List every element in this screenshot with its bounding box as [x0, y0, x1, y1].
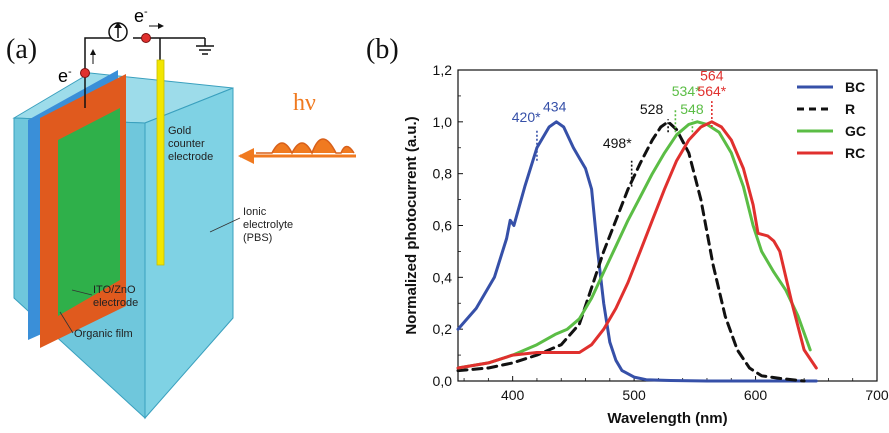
electron-dot-top — [141, 33, 151, 43]
legend-label-bc: BC — [845, 79, 865, 95]
electron-arrowhead-left — [90, 49, 96, 55]
svg-text:e-: e- — [134, 6, 148, 26]
peak-annotation: 420* — [512, 109, 541, 125]
y-tick-label: 0,2 — [433, 321, 453, 337]
peak-annotation: 564 — [700, 67, 724, 83]
peak-annotation: 564* — [697, 83, 726, 99]
y-tick-label: 1,2 — [433, 62, 453, 78]
photocurrent-chart: 400 500 600 700 0,0 0,2 0,4 0,6 0,8 1,0 1,2 Wavelen… — [403, 62, 889, 427]
y-tick-label: 0,6 — [433, 218, 453, 234]
y-tick-label: 0,0 — [433, 373, 453, 389]
electron-label-top: e — [134, 6, 144, 26]
ground-icon — [196, 38, 214, 55]
series-line-gc — [456, 120, 812, 370]
electrolyte-label-line1: Ionic — [243, 206, 267, 218]
left-wire — [84, 37, 120, 108]
x-axis-title: Wavelength (nm) — [607, 410, 727, 427]
series-line-r — [456, 120, 806, 383]
x-tick-label: 700 — [865, 387, 889, 403]
photon-wave-icon — [238, 138, 356, 164]
electron-label-top-sup: - — [144, 6, 148, 18]
peak-annotation: 548 — [680, 101, 704, 117]
film-pointer — [59, 311, 74, 334]
gold-label-line2: counter — [168, 138, 205, 150]
electrolyte-label-line3: (PBS) — [243, 232, 272, 244]
peak-annotation: 528 — [640, 101, 664, 117]
gold-label-line1: Gold — [168, 125, 191, 137]
legend-label-gc: GC — [845, 123, 866, 139]
legend-label-rc: RC — [845, 145, 865, 161]
light-label: hν — [293, 90, 316, 116]
electron-arrowhead-top — [158, 23, 164, 29]
gold-label-line3: electrode — [168, 151, 213, 163]
panel-b: (b) 400 500 600 700 0,0 0,2 0,4 0,6 0,8 1,0 1,2 Wav… — [366, 34, 889, 427]
series-line-rc — [456, 120, 818, 370]
peak-annotation: 434 — [543, 98, 567, 114]
electrolyte-pointer — [209, 217, 241, 233]
peak-annotation: 534* — [672, 83, 701, 99]
svg-text:Ionic electrolyte: Ionic electrolyte (PBS) — [243, 206, 296, 244]
x-tick-label: 600 — [744, 387, 768, 403]
electron-label-left: e — [58, 66, 68, 86]
ito-label-line2: electrode — [93, 297, 138, 309]
ito-pointer — [71, 289, 93, 296]
svg-text:ITO/ZnO electrode: ITO/ZnO electrode — [93, 284, 139, 309]
panel-a-label: (a) — [6, 34, 37, 65]
ito-label-line1: ITO/ZnO — [93, 284, 136, 296]
panel-a: (a) — [6, 6, 356, 420]
electrolyte-label-line2: electrolyte — [243, 219, 293, 231]
svg-text:e-: e- — [58, 66, 72, 86]
gold-counter-electrode — [156, 59, 165, 266]
film-label: Organic film — [74, 328, 133, 340]
y-tick-label: 0,8 — [433, 166, 453, 182]
ammeter-arrowhead — [114, 22, 122, 28]
y-tick-label: 1,0 — [433, 114, 453, 130]
svg-text:Gold counter elect: Gold counter electrode — [168, 125, 213, 163]
electron-label-left-sup: - — [68, 66, 72, 78]
organic-film — [58, 108, 120, 316]
panel-b-label: (b) — [366, 34, 399, 65]
y-tick-label: 0,4 — [433, 269, 453, 285]
legend-label-r: R — [845, 101, 855, 117]
electron-dot-left — [80, 68, 90, 78]
series-line-bc — [456, 120, 818, 383]
x-tick-label: 400 — [501, 387, 525, 403]
y-axis-title: Normalized photocurrent (a.u.) — [403, 116, 420, 334]
x-tick-label: 500 — [622, 387, 646, 403]
peak-annotation: 498* — [603, 135, 632, 151]
